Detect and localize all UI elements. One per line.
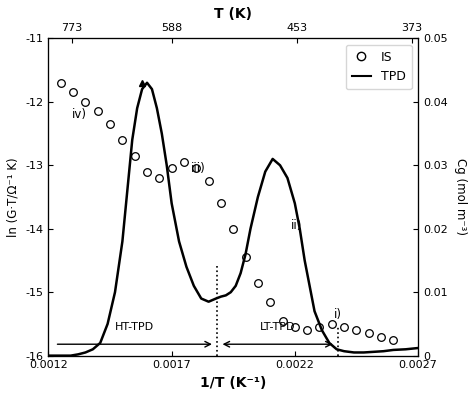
Y-axis label: ln (G·T/Ω⁻¹ K): ln (G·T/Ω⁻¹ K) [7,157,20,237]
X-axis label: T (K): T (K) [214,7,252,21]
X-axis label: 1/T (K⁻¹): 1/T (K⁻¹) [200,376,266,390]
Text: iv): iv) [72,108,87,121]
Text: HT-TPD: HT-TPD [115,322,154,331]
Text: i): i) [334,308,342,321]
Text: LT-TPD: LT-TPD [260,322,295,331]
Legend: IS, TPD: IS, TPD [346,44,412,89]
Text: ii): ii) [291,219,302,232]
Text: iii): iii) [191,162,206,175]
Y-axis label: Cg (mol m⁻³): Cg (mol m⁻³) [454,158,467,235]
